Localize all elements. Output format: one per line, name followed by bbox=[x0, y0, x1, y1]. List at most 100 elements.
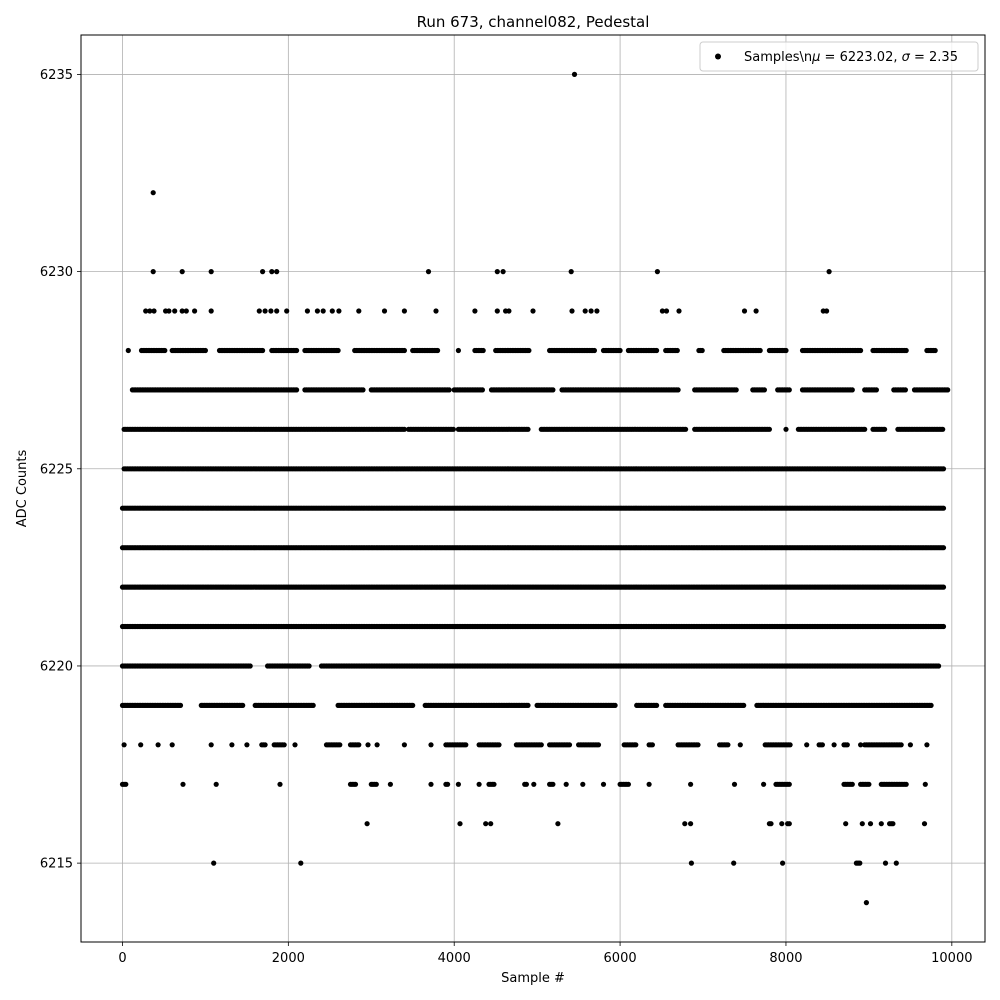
data-point bbox=[649, 742, 656, 748]
data-point bbox=[654, 702, 660, 709]
data-point bbox=[162, 347, 168, 354]
data-point bbox=[381, 308, 388, 314]
data-point bbox=[898, 742, 904, 748]
data-point bbox=[476, 781, 482, 787]
data-point bbox=[125, 347, 131, 354]
legend: Samples\nμ = 6223.02, σ = 2.35 bbox=[699, 41, 979, 72]
data-point bbox=[633, 742, 639, 748]
data-point bbox=[352, 781, 359, 787]
data-point bbox=[843, 821, 849, 827]
data-point bbox=[580, 781, 586, 787]
data-point bbox=[445, 781, 451, 787]
data-point bbox=[753, 308, 759, 314]
y-tick-label: 6225 bbox=[40, 462, 73, 477]
data-point bbox=[859, 821, 865, 827]
data-point bbox=[731, 781, 738, 787]
data-point bbox=[844, 742, 850, 748]
data-point bbox=[401, 308, 407, 314]
data-point bbox=[786, 821, 792, 827]
data-point bbox=[594, 308, 600, 314]
data-point bbox=[761, 387, 768, 393]
data-point bbox=[123, 781, 129, 787]
data-point bbox=[491, 781, 497, 787]
y-tick-label: 6215 bbox=[40, 857, 73, 872]
data-point bbox=[525, 702, 531, 709]
x-tick-label: 4000 bbox=[438, 951, 471, 966]
data-point bbox=[298, 860, 304, 866]
data-point bbox=[169, 742, 175, 748]
data-point bbox=[858, 742, 864, 748]
data-point bbox=[737, 742, 743, 748]
data-point bbox=[247, 663, 253, 669]
data-point bbox=[849, 387, 855, 393]
data-point bbox=[928, 702, 934, 709]
data-point bbox=[356, 308, 362, 314]
data-point bbox=[890, 821, 896, 827]
data-point bbox=[356, 742, 362, 748]
data-point bbox=[563, 781, 569, 787]
data-points bbox=[119, 71, 951, 906]
data-point bbox=[903, 781, 909, 787]
data-point bbox=[675, 387, 681, 393]
data-point bbox=[155, 742, 161, 748]
data-point bbox=[525, 426, 531, 432]
data-point bbox=[304, 308, 310, 314]
data-point bbox=[208, 308, 214, 314]
data-point bbox=[211, 860, 217, 866]
data-point bbox=[591, 347, 598, 354]
data-point bbox=[480, 347, 486, 354]
data-point bbox=[945, 387, 951, 393]
data-point bbox=[779, 821, 785, 827]
data-point bbox=[150, 269, 156, 275]
data-point bbox=[907, 742, 914, 748]
data-point bbox=[882, 860, 889, 866]
data-point bbox=[863, 900, 870, 906]
data-point bbox=[401, 426, 407, 432]
data-point bbox=[365, 742, 371, 748]
data-point bbox=[761, 781, 767, 787]
data-point bbox=[364, 821, 370, 827]
data-point bbox=[401, 347, 407, 354]
data-point bbox=[428, 781, 434, 787]
data-point bbox=[401, 742, 407, 748]
data-point bbox=[526, 347, 532, 354]
data-point bbox=[496, 742, 502, 748]
data-point bbox=[725, 742, 731, 748]
y-tick-label: 6220 bbox=[40, 659, 73, 674]
data-point bbox=[457, 821, 463, 827]
data-point bbox=[179, 269, 185, 275]
data-point bbox=[783, 347, 789, 354]
data-point bbox=[269, 269, 275, 275]
data-point bbox=[306, 663, 312, 669]
data-point bbox=[180, 781, 186, 787]
data-point bbox=[936, 663, 942, 669]
data-point bbox=[768, 821, 774, 827]
data-point bbox=[531, 781, 537, 787]
data-point bbox=[683, 426, 689, 432]
data-point bbox=[674, 347, 680, 354]
data-point bbox=[819, 742, 826, 748]
x-tick-label: 8000 bbox=[769, 951, 802, 966]
data-point bbox=[654, 347, 660, 354]
data-point bbox=[425, 269, 432, 275]
data-point bbox=[374, 742, 380, 748]
data-point bbox=[435, 347, 441, 354]
data-point bbox=[179, 308, 185, 314]
data-point bbox=[192, 308, 198, 314]
data-point bbox=[733, 387, 739, 393]
data-point bbox=[292, 742, 298, 748]
data-point bbox=[500, 269, 506, 275]
data-point bbox=[240, 702, 246, 709]
data-point bbox=[479, 387, 485, 393]
data-point bbox=[428, 742, 434, 748]
data-point bbox=[569, 308, 575, 314]
data-point bbox=[940, 623, 947, 630]
data-point bbox=[446, 387, 452, 393]
data-point bbox=[617, 347, 623, 354]
data-point bbox=[530, 308, 536, 314]
data-point bbox=[455, 347, 461, 354]
data-point bbox=[804, 742, 810, 748]
data-point bbox=[229, 742, 235, 748]
data-point bbox=[274, 269, 280, 275]
legend-label: Samples\nμ = 6223.02, σ = 2.35 bbox=[744, 50, 958, 65]
